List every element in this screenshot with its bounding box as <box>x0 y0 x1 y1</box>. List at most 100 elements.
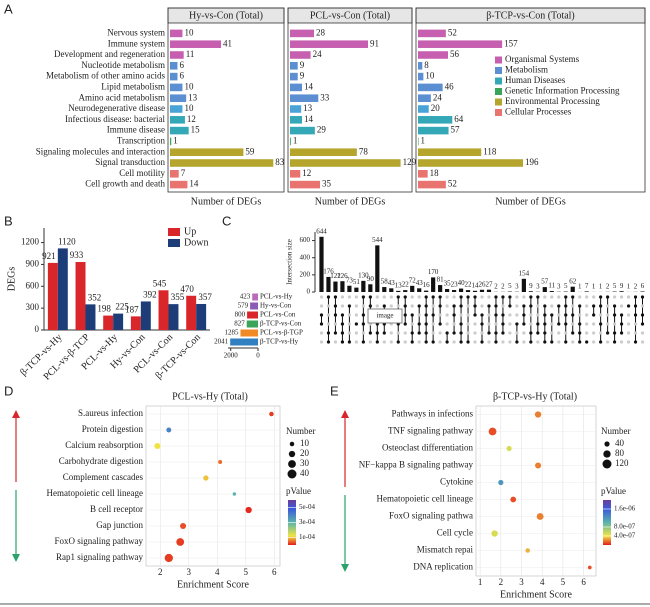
matrix-dot <box>522 295 526 299</box>
legend-swatch <box>495 56 502 64</box>
set-size-bar <box>247 311 258 319</box>
matrix-dot <box>585 322 589 326</box>
x-tick-label: 3 <box>187 567 192 577</box>
size-legend-dot <box>602 459 612 469</box>
matrix-dot <box>536 304 540 308</box>
x-axis-label: Number of DEGs <box>315 196 386 207</box>
matrix-dot <box>361 331 365 335</box>
matrix-dot <box>494 304 498 308</box>
matrix-dot <box>445 295 449 299</box>
bar <box>75 262 86 330</box>
bar <box>103 315 114 330</box>
matrix-dot <box>452 322 456 326</box>
matrix-dot <box>515 340 519 344</box>
y-tick-label: 600 <box>26 280 40 290</box>
value-label: 52 <box>448 27 457 37</box>
matrix-dot <box>361 340 365 344</box>
value-label: 2 <box>634 282 638 290</box>
matrix-dot <box>480 331 484 335</box>
matrix-dot <box>361 304 365 308</box>
value-label: 40 <box>458 279 466 287</box>
legend-label: Cellular Processes <box>505 107 572 117</box>
value-label: 64 <box>454 114 464 124</box>
matrix-dot <box>633 313 638 317</box>
matrix-dot <box>438 340 442 344</box>
matrix-dot <box>382 340 386 344</box>
legend-label: Human Diseases <box>505 75 566 85</box>
matrix-dot <box>606 340 610 344</box>
matrix-dot <box>585 340 589 344</box>
value-label: 9 <box>300 71 305 81</box>
legend-label: Down <box>184 237 208 248</box>
color-legend-title: pValue <box>601 486 626 496</box>
matrix-dot <box>508 304 512 308</box>
category-label: Protein digestion <box>82 424 144 434</box>
panel-letter: A <box>4 1 13 16</box>
value-label: 46 <box>445 81 455 91</box>
category-label: Neurodegenerative disease <box>68 103 165 113</box>
value-label: 545 <box>153 278 167 288</box>
matrix-dot <box>550 331 554 335</box>
set-size-label: 800 <box>235 311 246 319</box>
matrix-dot <box>445 304 449 308</box>
matrix-dot <box>550 322 554 326</box>
matrix-dot <box>375 331 379 335</box>
x-tick-label: 2 <box>499 577 504 587</box>
bar <box>158 290 169 330</box>
bar <box>290 126 315 135</box>
matrix-dot <box>417 322 421 326</box>
bubble <box>506 445 512 452</box>
category-label: Pathways in infections <box>392 409 474 419</box>
bar <box>418 137 419 146</box>
matrix-dot <box>347 295 352 299</box>
matrix-dot <box>494 322 498 326</box>
matrix-dot <box>459 340 463 344</box>
bar <box>85 304 96 330</box>
matrix-dot <box>347 331 352 335</box>
matrix-dot <box>578 313 582 317</box>
matrix-dot <box>361 313 365 317</box>
matrix-dot <box>578 295 582 299</box>
value-label: 9 <box>620 282 624 290</box>
matrix-dot <box>403 322 407 326</box>
matrix-dot <box>487 295 491 299</box>
matrix-dot <box>319 331 324 335</box>
category-label: Immune disease <box>107 125 165 135</box>
matrix-dot <box>606 304 610 308</box>
panel-frame <box>415 7 646 193</box>
value-label: 196 <box>525 157 539 167</box>
value-label: 28 <box>316 27 326 37</box>
matrix-dot <box>578 322 582 326</box>
value-label: 52 <box>448 179 457 189</box>
bubble <box>534 411 542 418</box>
intersection-bar <box>438 285 443 292</box>
matrix-dot <box>536 313 540 317</box>
matrix-dot <box>431 340 435 344</box>
value-label: 13 <box>303 103 313 113</box>
intersection-bar <box>465 290 471 292</box>
matrix-dot <box>626 304 631 308</box>
matrix-dot <box>633 304 638 308</box>
value-label: 59 <box>245 146 255 156</box>
bar <box>418 62 423 70</box>
bar <box>290 148 357 156</box>
matrix-dot <box>536 322 540 326</box>
value-label: 13 <box>395 281 403 289</box>
value-label: 12 <box>302 168 311 178</box>
matrix-dot <box>466 322 470 326</box>
matrix-dot <box>417 340 421 344</box>
matrix-dot <box>431 331 435 335</box>
color-legend-title: pValue <box>286 486 311 496</box>
matrix-dot <box>585 295 589 299</box>
matrix-dot <box>424 331 428 335</box>
value-label: 1 <box>578 283 582 291</box>
matrix-dot <box>354 331 358 335</box>
intersection-bar <box>584 291 589 292</box>
intersection-bar <box>396 290 401 292</box>
value-label: 24 <box>433 92 443 102</box>
category-label: FoxO signaling pathwa <box>389 511 473 521</box>
matrix-dot <box>466 331 470 335</box>
value-label: 14 <box>189 179 199 189</box>
category-label: Cell motility <box>119 168 165 178</box>
value-label: 933 <box>70 250 84 260</box>
